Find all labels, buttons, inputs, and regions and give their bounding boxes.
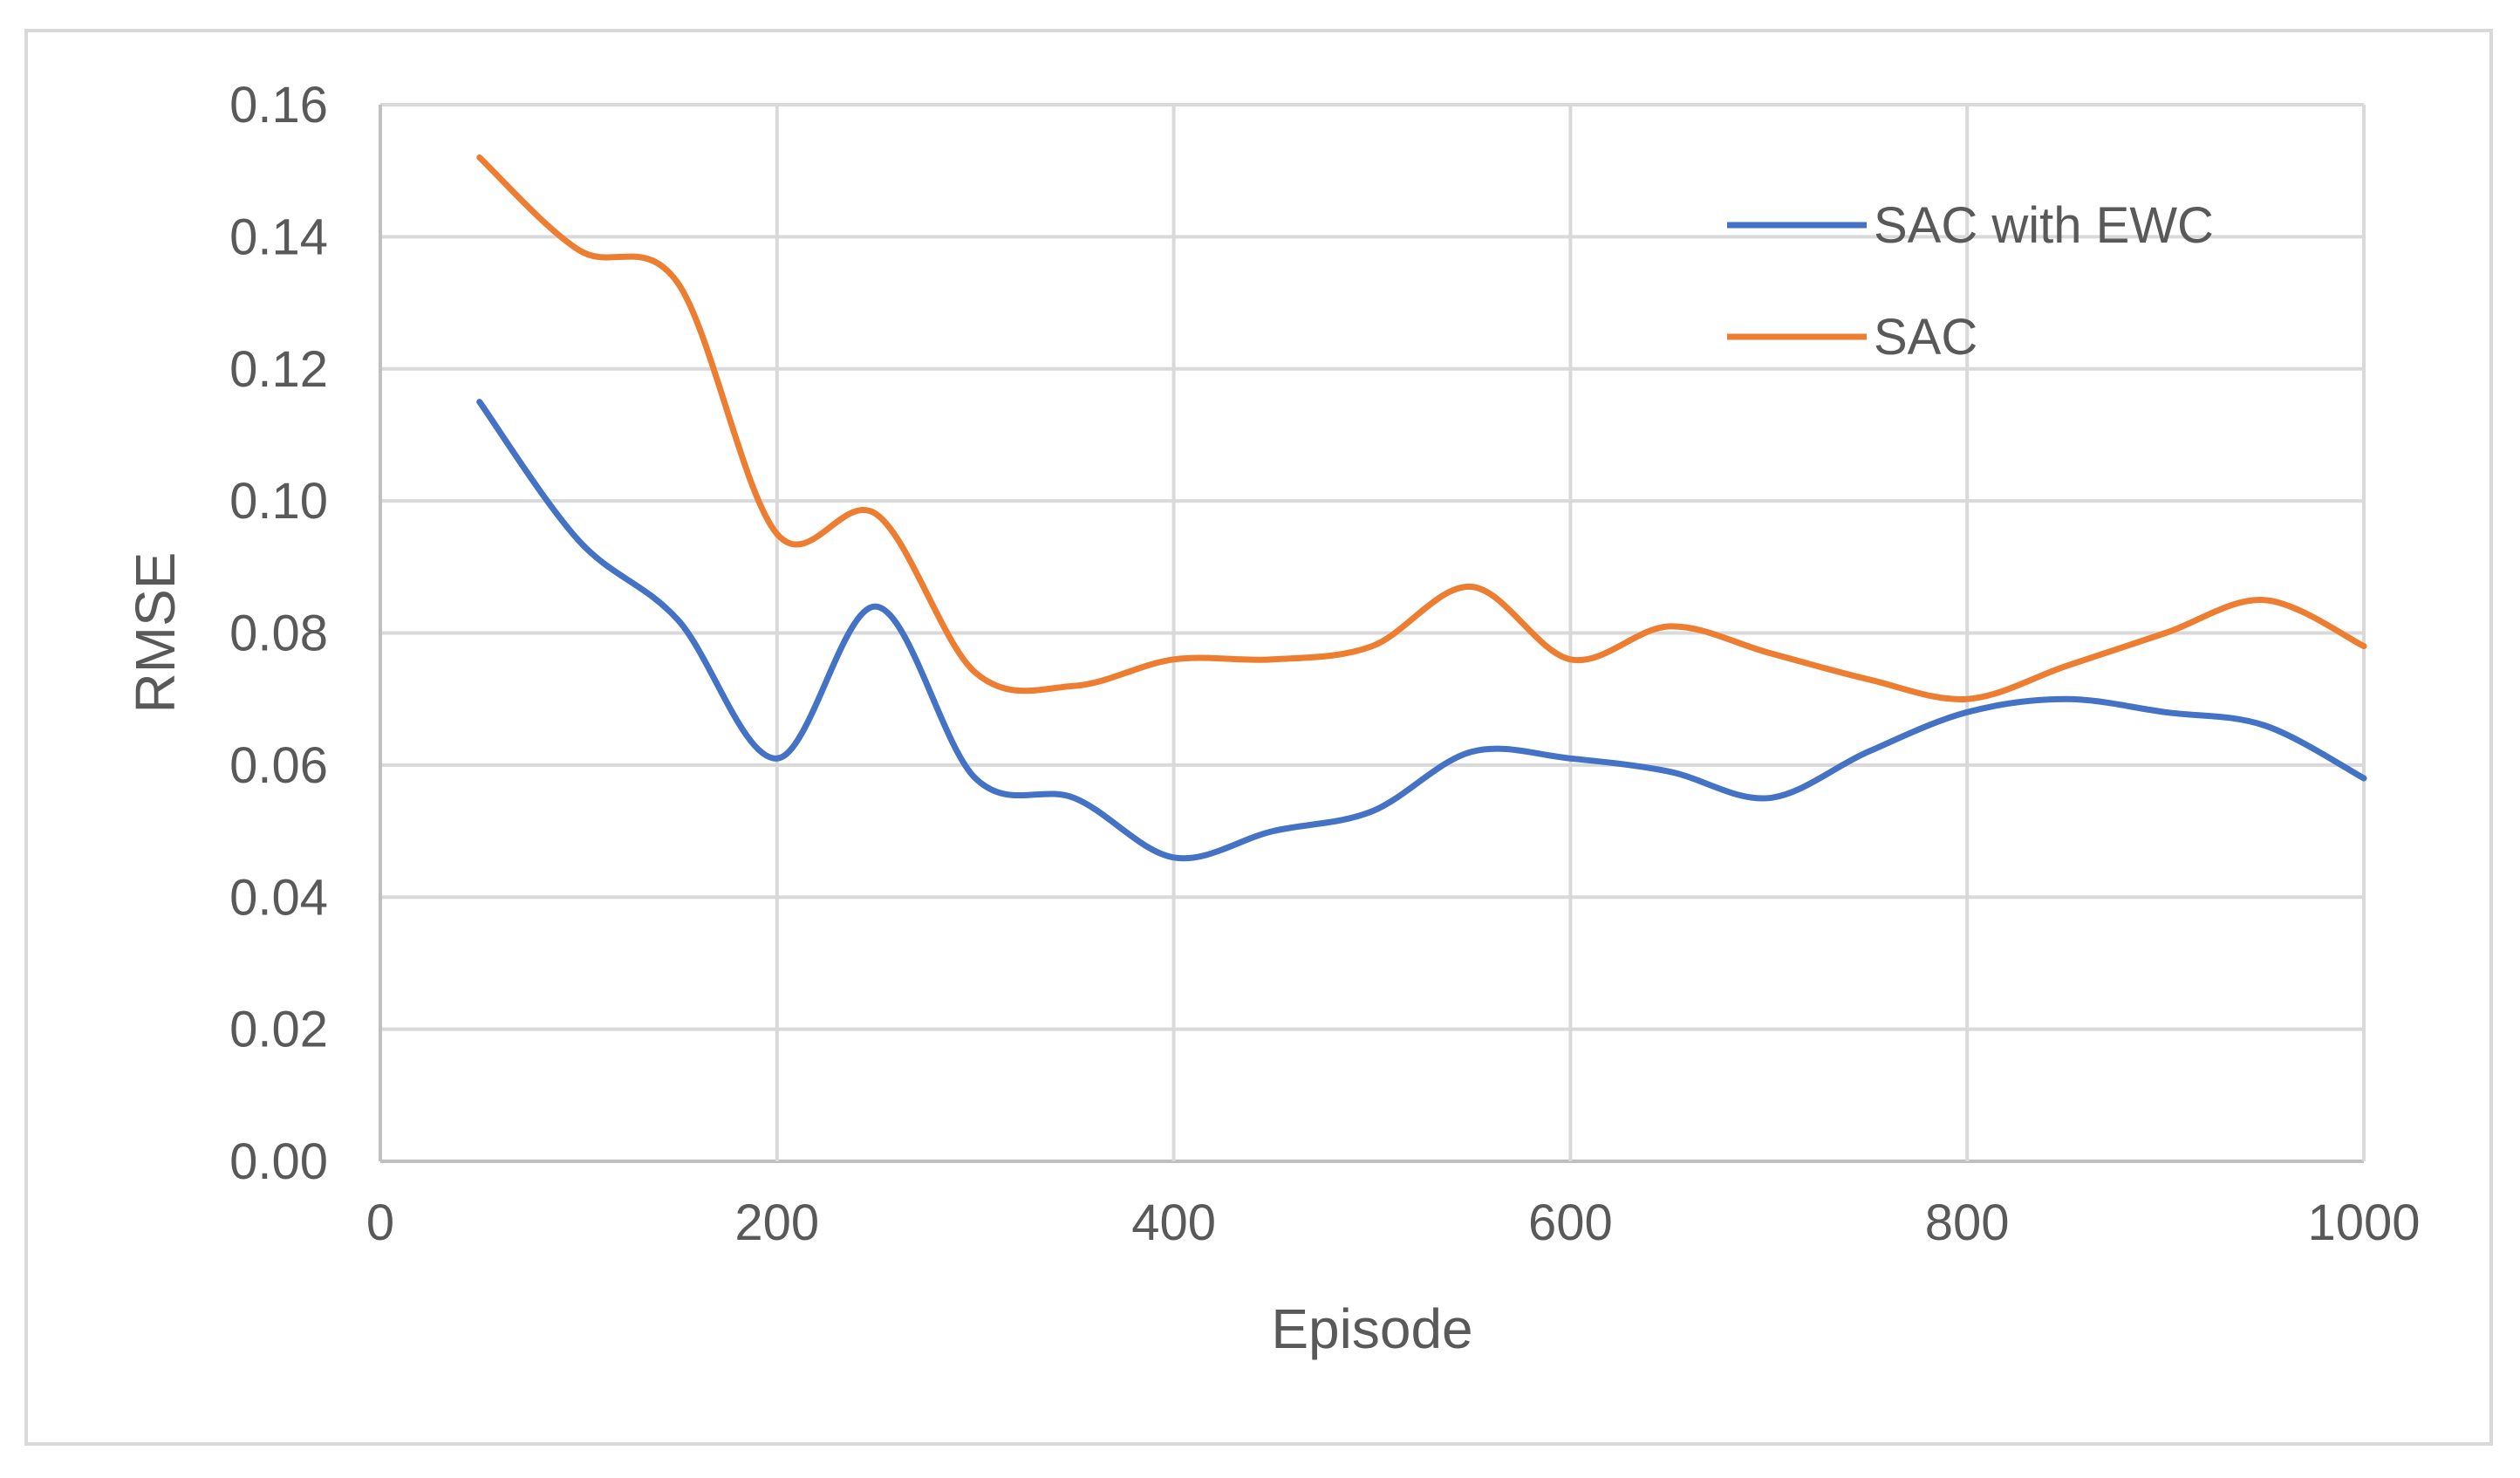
- x-tick-label: 1000: [2307, 1194, 2420, 1251]
- gridlines: [379, 103, 2366, 1163]
- y-tick-label: 0.16: [229, 77, 328, 133]
- chart-frame: [24, 29, 2493, 1446]
- y-tick-label: 0.12: [229, 341, 328, 398]
- x-tick-label: 600: [1528, 1194, 1613, 1251]
- legend: SAC with EWC SAC: [1727, 197, 2214, 366]
- y-tick-label: 0.10: [229, 473, 328, 530]
- x-tick-label: 800: [1925, 1194, 2010, 1251]
- tick-labels: 0.00 0.02 0.04 0.06 0.08 0.10 0.12 0.14 0.16 0 200…: [229, 77, 2420, 1251]
- x-tick-label: 200: [734, 1194, 819, 1251]
- y-tick-label: 0.04: [229, 869, 328, 926]
- legend-label-sac: SAC: [1874, 309, 1977, 366]
- y-tick-label: 0.00: [229, 1133, 328, 1190]
- y-axis-title: RMSE: [124, 552, 187, 714]
- y-tick-label: 0.14: [229, 209, 328, 265]
- x-axis-title: Episode: [1271, 1297, 1472, 1360]
- y-tick-label: 0.06: [229, 737, 328, 794]
- x-tick-label: 400: [1131, 1194, 1216, 1251]
- y-tick-label: 0.02: [229, 1002, 328, 1058]
- y-tick-label: 0.08: [229, 606, 328, 662]
- series-line-sac-with-ewc: [476, 399, 2367, 862]
- series-lines: [476, 154, 2367, 862]
- legend-label-sac-with-ewc: SAC with EWC: [1874, 197, 2214, 254]
- x-tick-label: 0: [366, 1194, 394, 1251]
- series-line-sac: [476, 154, 2367, 702]
